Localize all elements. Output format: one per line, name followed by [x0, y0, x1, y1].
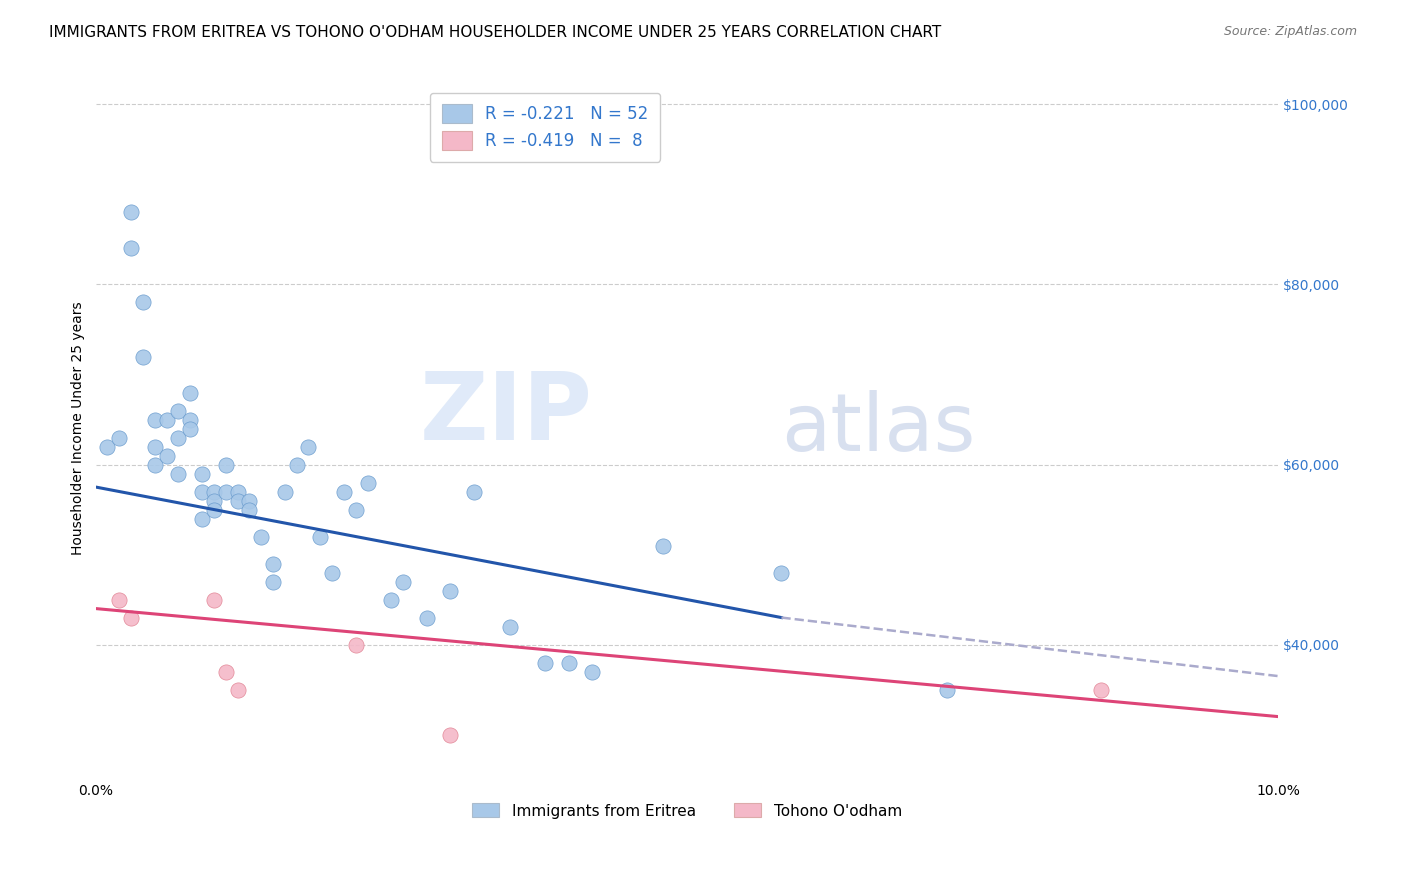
Point: [191, 467, 214, 481]
Point: [262, 557, 284, 571]
Point: [262, 574, 284, 589]
Point: [439, 583, 461, 598]
Point: [770, 566, 793, 580]
Point: [238, 493, 260, 508]
Point: [120, 242, 142, 256]
Point: [226, 682, 249, 697]
Text: Source: ZipAtlas.com: Source: ZipAtlas.com: [1223, 25, 1357, 38]
Point: [215, 484, 238, 499]
Point: [143, 412, 166, 426]
Point: [380, 592, 402, 607]
Point: [463, 484, 485, 499]
Point: [321, 566, 343, 580]
Point: [534, 656, 557, 670]
Point: [202, 592, 225, 607]
Point: [344, 502, 367, 516]
Point: [191, 484, 214, 499]
Point: [108, 430, 131, 444]
Point: [132, 350, 155, 364]
Point: [120, 610, 142, 624]
Point: [202, 502, 225, 516]
Point: [557, 656, 579, 670]
Point: [167, 403, 190, 417]
Point: [250, 530, 273, 544]
Point: [215, 458, 238, 472]
Point: [226, 484, 249, 499]
Y-axis label: Householder Income Under 25 years: Householder Income Under 25 years: [72, 301, 86, 556]
Point: [392, 574, 415, 589]
Point: [215, 665, 238, 679]
Point: [309, 530, 332, 544]
Point: [238, 502, 260, 516]
Point: [416, 610, 439, 624]
Point: [155, 412, 177, 426]
Point: [274, 484, 297, 499]
Legend: Immigrants from Eritrea, Tohono O'odham: Immigrants from Eritrea, Tohono O'odham: [465, 797, 908, 824]
Point: [439, 728, 461, 742]
Point: [356, 475, 378, 490]
Point: [96, 440, 118, 454]
Point: [285, 458, 308, 472]
Point: [108, 592, 131, 607]
Point: [936, 682, 959, 697]
Point: [120, 205, 142, 219]
Point: [143, 440, 166, 454]
Point: [179, 412, 201, 426]
Point: [132, 295, 155, 310]
Point: [581, 665, 603, 679]
Point: [498, 619, 520, 633]
Point: [167, 467, 190, 481]
Point: [344, 638, 367, 652]
Point: [143, 458, 166, 472]
Point: [1090, 682, 1112, 697]
Point: [226, 493, 249, 508]
Point: [167, 430, 190, 444]
Point: [652, 539, 675, 553]
Point: [202, 484, 225, 499]
Point: [179, 385, 201, 400]
Text: atlas: atlas: [782, 390, 976, 467]
Point: [333, 484, 356, 499]
Point: [155, 449, 177, 463]
Point: [179, 421, 201, 435]
Point: [297, 440, 319, 454]
Point: [191, 511, 214, 525]
Text: IMMIGRANTS FROM ERITREA VS TOHONO O'ODHAM HOUSEHOLDER INCOME UNDER 25 YEARS CORR: IMMIGRANTS FROM ERITREA VS TOHONO O'ODHA…: [49, 25, 942, 40]
Point: [202, 493, 225, 508]
Text: ZIP: ZIP: [419, 368, 592, 460]
